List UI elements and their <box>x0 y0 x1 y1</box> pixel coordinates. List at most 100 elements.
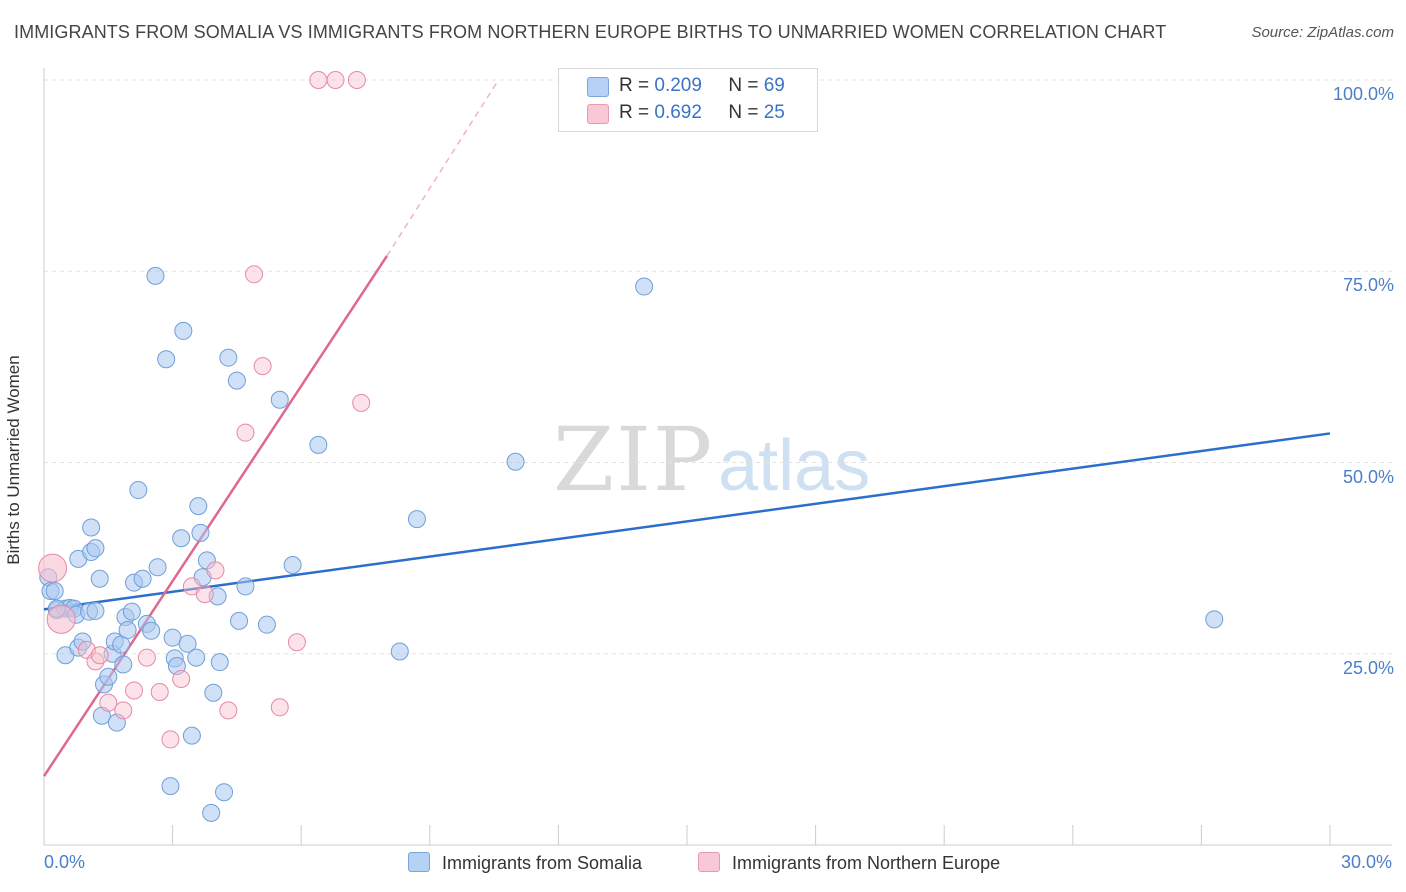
series-legend-label-northern-europe: Immigrants from Northern Europe <box>732 853 1001 873</box>
data-point-somalia <box>82 518 101 537</box>
y-tick-label: 50.0% <box>1342 466 1394 487</box>
legend-stats-northern-europe: R = 0.692 N = 25 <box>619 102 785 124</box>
data-point-northern-europe <box>172 669 191 688</box>
data-point-somalia <box>635 277 654 296</box>
watermark: ZIPatlas <box>553 408 870 511</box>
data-point-somalia <box>114 655 133 674</box>
data-point-somalia <box>407 510 426 529</box>
legend-swatch-somalia <box>587 77 609 97</box>
series-legend-label-somalia: Immigrants from Somalia <box>442 853 643 873</box>
data-point-northern-europe <box>125 681 144 700</box>
axes <box>43 68 1392 846</box>
data-point-somalia <box>215 783 234 802</box>
watermark-atlas: atlas <box>718 426 871 506</box>
data-point-somalia <box>178 634 197 653</box>
data-point-somalia <box>270 390 289 409</box>
correlation-legend: R = 0.209 N = 69 R = 0.692 N = 25 <box>558 68 818 132</box>
chart-title: IMMIGRANTS FROM SOMALIA VS IMMIGRANTS FR… <box>14 22 1167 42</box>
trend-line-northern-europe-extension <box>386 79 500 257</box>
x-tick-label-min: 0.0% <box>44 852 86 872</box>
data-point-northern-europe <box>195 585 214 604</box>
data-point-somalia <box>172 529 191 548</box>
data-point-northern-europe <box>38 553 68 583</box>
data-points <box>38 71 1224 822</box>
data-point-northern-europe <box>161 730 180 749</box>
data-point-northern-europe <box>352 393 371 412</box>
data-point-northern-europe <box>326 71 345 89</box>
data-point-somalia <box>204 683 223 702</box>
data-point-northern-europe <box>309 71 328 89</box>
data-point-northern-europe <box>150 683 169 701</box>
data-point-somalia <box>230 611 249 630</box>
data-point-northern-europe <box>114 701 133 720</box>
data-point-somalia <box>227 371 246 390</box>
y-tick-label: 25.0% <box>1342 657 1394 678</box>
data-point-somalia <box>506 452 525 471</box>
y-tick-label: 100.0% <box>1332 84 1394 104</box>
legend-r-label: R = <box>619 75 650 96</box>
data-point-somalia <box>163 628 182 647</box>
data-point-somalia <box>157 350 176 369</box>
data-point-northern-europe <box>347 71 366 89</box>
data-point-somalia <box>174 321 193 340</box>
data-point-somalia <box>202 803 221 822</box>
data-point-somalia <box>129 481 148 500</box>
legend-stats-somalia: R = 0.209 N = 69 <box>619 75 785 97</box>
legend-n-label: N = <box>728 102 759 123</box>
watermark-zip: ZIP <box>553 408 715 511</box>
data-point-somalia <box>257 615 276 634</box>
data-point-somalia <box>86 539 105 558</box>
data-point-somalia <box>86 601 105 620</box>
data-point-northern-europe <box>236 423 255 442</box>
data-point-somalia <box>122 602 141 621</box>
data-point-somalia <box>210 653 229 672</box>
legend-n-value: 25 <box>763 102 785 123</box>
data-point-somalia <box>161 777 180 796</box>
legend-r-value: 0.692 <box>654 102 702 123</box>
data-point-northern-europe <box>137 648 156 667</box>
trend-line-somalia <box>43 432 1331 611</box>
data-point-somalia <box>390 642 409 661</box>
data-point-northern-europe <box>219 701 238 720</box>
data-point-somalia <box>90 569 109 588</box>
data-point-somalia <box>118 621 137 640</box>
data-point-somalia <box>92 706 111 725</box>
data-point-northern-europe <box>253 357 272 376</box>
data-point-somalia <box>148 558 167 577</box>
series-legend-swatch-northern-europe <box>698 852 720 872</box>
data-point-somalia <box>283 556 302 575</box>
data-point-northern-europe <box>270 698 289 717</box>
trend-lines <box>42 79 1331 777</box>
data-point-somalia <box>236 577 255 596</box>
y-tick-label: 75.0% <box>1342 275 1394 296</box>
x-tick-label-max: 30.0% <box>1340 852 1392 872</box>
data-point-somalia <box>146 266 165 285</box>
data-point-somalia <box>1205 610 1224 629</box>
data-point-somalia <box>191 523 210 542</box>
source-credit: Source: ZipAtlas.com <box>1251 24 1394 41</box>
data-point-northern-europe <box>46 604 76 634</box>
data-point-somalia <box>142 621 161 640</box>
series-legend-swatch-somalia <box>408 852 430 872</box>
series-legend-northern-europe: Immigrants from Northern Europe <box>698 852 1000 874</box>
data-point-somalia <box>309 435 328 454</box>
series-legend-somalia: Immigrants from Somalia <box>408 852 642 874</box>
data-point-northern-europe <box>99 693 118 712</box>
data-point-somalia <box>187 648 206 667</box>
data-point-somalia <box>182 726 201 745</box>
data-point-somalia <box>45 582 64 601</box>
data-point-somalia <box>73 632 92 651</box>
legend-swatch-northern-europe <box>587 104 609 124</box>
data-point-somalia <box>99 667 118 686</box>
legend-r-value: 0.209 <box>654 75 702 96</box>
data-point-somalia <box>133 569 152 588</box>
data-point-somalia <box>219 348 238 367</box>
legend-n-value: 69 <box>763 75 785 96</box>
data-point-northern-europe <box>206 561 225 580</box>
data-point-northern-europe <box>90 646 109 665</box>
data-point-northern-europe <box>287 633 306 652</box>
y-axis-label: Births to Unmarried Women <box>4 355 23 565</box>
data-point-somalia <box>189 497 208 516</box>
grid-lines <box>44 79 1392 655</box>
